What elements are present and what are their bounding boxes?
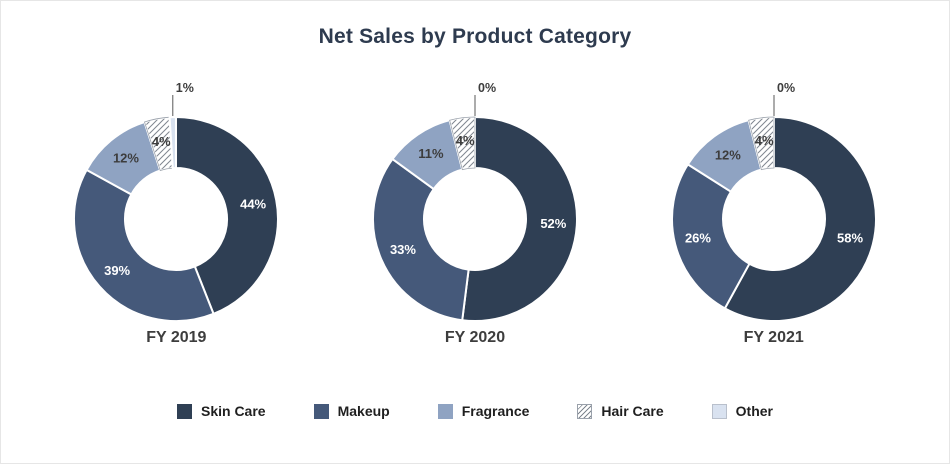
data-label-hair-care: 4% (754, 133, 773, 148)
chart-title: Net Sales by Product Category (318, 25, 632, 48)
data-label-other: 1% (176, 81, 194, 95)
slice-makeup (670, 163, 751, 310)
slice-makeup (372, 158, 470, 322)
data-label-other: 0% (478, 81, 496, 95)
slice-skin-care (723, 116, 877, 322)
data-label-other: 0% (777, 81, 795, 95)
chart-caption-fy2019: FY 2019 (146, 329, 207, 346)
donut-chart-fy2019: 44% 39% 12% 4% 1% FY 2019 (27, 75, 326, 347)
legend-item-makeup: Makeup (313, 403, 390, 419)
donut-fy2019-svg: 44% 39% 12% 4% 1% (73, 81, 280, 322)
data-label-makeup: 39% (104, 263, 130, 278)
legend-item-hair-care: Hair Care (577, 403, 664, 419)
legend-label-hair-care: Hair Care (601, 403, 664, 419)
donut-chart-fy2020: 52% 33% 11% 4% 0% FY 2020 (326, 75, 625, 347)
legend-swatch-hair-care (577, 403, 593, 419)
legend-label-makeup: Makeup (337, 403, 390, 419)
donut-fy2020-svg: 52% 33% 11% 4% 0% (372, 81, 578, 322)
chart-caption-fy2020: FY 2020 (444, 329, 506, 346)
legend-label-other: Other (735, 403, 774, 419)
legend-item-fragrance: Fragrance (437, 403, 530, 419)
legend-swatch-makeup (313, 403, 329, 419)
slice-skin-care (175, 116, 280, 315)
chart-legend: Skin Care Makeup Fragrance Hair Care Oth… (1, 403, 949, 419)
legend-label-skin-care: Skin Care (200, 403, 266, 419)
data-label-hair-care: 4% (152, 134, 171, 149)
legend-swatch-fragrance (437, 403, 453, 419)
slice-makeup (73, 168, 215, 322)
slice-skin-care (461, 116, 578, 322)
donut-chart-fy2021: 58% 26% 12% 4% 0% FY 2021 (624, 75, 923, 347)
data-label-skin-care: 58% (837, 231, 863, 246)
chart-caption-fy2021: FY 2021 (743, 329, 804, 346)
legend-item-other: Other (711, 403, 774, 419)
data-label-fragrance: 11% (418, 146, 444, 161)
donut-fy2021-svg: 58% 26% 12% 4% 0% (670, 81, 877, 322)
slice-outline-hair-care (449, 116, 476, 171)
data-label-fragrance: 12% (113, 151, 139, 166)
data-label-skin-care: 44% (240, 196, 266, 211)
data-label-makeup: 33% (390, 242, 416, 257)
charts-row: 44% 39% 12% 4% 1% FY 2019 52% 33% 11% 4% 0% FY 2… (1, 75, 949, 347)
slice-outline-hair-care (747, 116, 775, 171)
legend-swatch-other (711, 403, 727, 419)
legend-label-fragrance: Fragrance (461, 403, 530, 419)
data-label-hair-care: 4% (456, 133, 475, 148)
slice-other (168, 116, 178, 170)
data-label-makeup: 26% (685, 231, 711, 246)
data-label-fragrance: 12% (715, 147, 741, 162)
legend-swatch-skin-care (176, 403, 192, 419)
legend-item-skin-care: Skin Care (176, 403, 266, 419)
data-label-skin-care: 52% (540, 216, 566, 231)
